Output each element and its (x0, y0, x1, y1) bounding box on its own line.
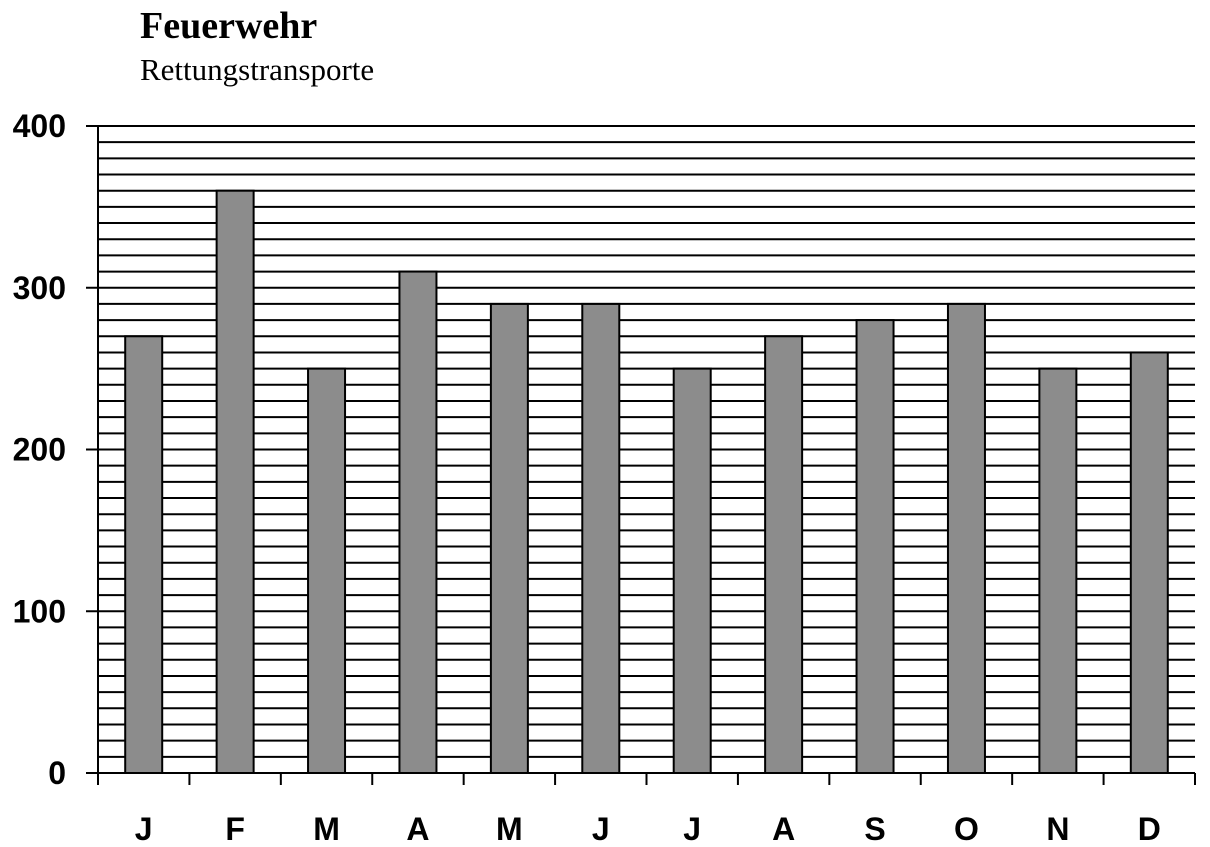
y-tick-label: 100 (13, 593, 66, 629)
y-tick-label: 200 (13, 432, 66, 468)
x-tick-label: J (683, 811, 701, 847)
bars (124, 189, 1169, 774)
x-tick-label: D (1138, 811, 1161, 847)
x-tick-label: A (406, 811, 429, 847)
bar-3 (307, 367, 347, 774)
x-tick-label: O (954, 811, 979, 847)
y-tick-label: 400 (13, 108, 66, 144)
bar-7 (672, 367, 712, 774)
bar-11 (1038, 367, 1078, 774)
y-tick-label: 0 (48, 755, 66, 791)
chart-subtitle: Rettungstransporte (140, 52, 375, 87)
chart-title: Feuerwehr (140, 5, 318, 47)
bar-8 (764, 335, 804, 774)
y-tick-label: 300 (13, 270, 66, 306)
bar-6 (581, 302, 621, 774)
bar-12 (1129, 351, 1169, 774)
x-tick-label: S (864, 811, 885, 847)
bar-5 (489, 302, 529, 774)
gridlines (98, 125, 1195, 758)
x-tick-label: A (772, 811, 795, 847)
x-tick-label: J (135, 811, 153, 847)
x-tick-label: M (496, 811, 523, 847)
bar-2 (215, 189, 255, 774)
bar-1 (124, 335, 164, 774)
bar-4 (398, 270, 438, 774)
bar-10 (946, 302, 986, 774)
x-tick-label: N (1046, 811, 1069, 847)
x-tick-label: M (313, 811, 340, 847)
axes (86, 125, 1196, 785)
bar-9 (855, 319, 895, 774)
x-tick-label: J (592, 811, 610, 847)
x-tick-label: F (225, 811, 245, 847)
tick-labels: 0 100 200 300 400 J F M A M J J A S O N D (13, 108, 1161, 847)
